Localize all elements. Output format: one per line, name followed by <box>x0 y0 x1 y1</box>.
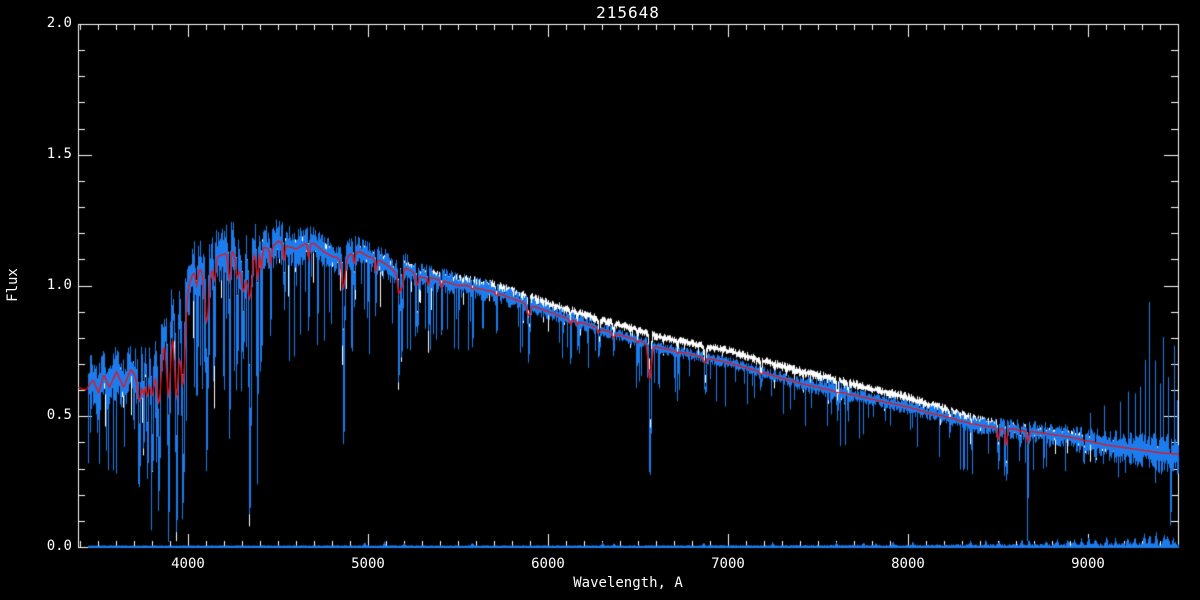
plot-title: 215648 <box>596 3 660 22</box>
y-tick-label: 2.0 <box>46 15 72 31</box>
y-tick-label: 1.0 <box>46 276 72 293</box>
y-tick-label: 0.5 <box>46 407 72 424</box>
x-tick-label: 6000 <box>531 556 565 572</box>
x-tick-label: 4000 <box>171 556 205 572</box>
x-axis-label: Wavelength, A <box>573 575 683 591</box>
x-tick-label: 9000 <box>1071 556 1105 572</box>
y-tick-label: 0.0 <box>46 538 72 554</box>
x-tick-label: 8000 <box>891 556 925 572</box>
y-tick-label: 1.5 <box>46 145 72 162</box>
y-axis-label: Flux <box>5 268 21 302</box>
x-tick-label: 7000 <box>711 556 745 572</box>
x-tick-label: 5000 <box>351 556 385 572</box>
